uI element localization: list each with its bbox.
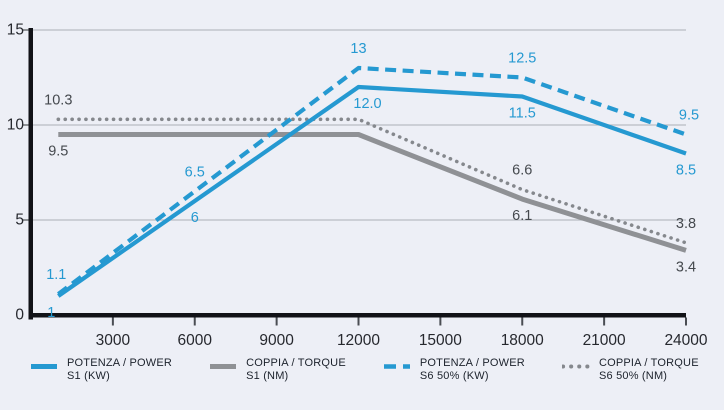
svg-text:6.6: 6.6 xyxy=(512,163,532,179)
svg-text:15: 15 xyxy=(7,22,24,39)
svg-text:8.5: 8.5 xyxy=(676,163,696,179)
legend-label-line2: S6 50% (KW) xyxy=(419,369,489,382)
legend-swatch-dashed-blue-icon xyxy=(383,364,410,369)
legend-label-line2: S6 50% (NM) xyxy=(598,369,668,382)
legend-swatch-dotted-gray-icon xyxy=(561,364,590,369)
legend-label-power-s6: POTENZA / POWER S6 50% (KW) xyxy=(420,357,525,382)
svg-text:9000: 9000 xyxy=(259,332,294,349)
svg-text:10.3: 10.3 xyxy=(44,92,72,108)
svg-text:12000: 12000 xyxy=(337,332,380,349)
svg-text:3.8: 3.8 xyxy=(676,216,696,232)
chart-svg: 0 5 10 15 3000 6000 9000 12000 15000 18000 21000 24… xyxy=(7,22,708,350)
svg-text:3000: 3000 xyxy=(96,332,131,349)
legend-swatch-solid-blue-icon xyxy=(31,364,57,369)
legend-label-line1: POTENZA / POWER xyxy=(67,357,173,369)
svg-text:24000: 24000 xyxy=(664,332,707,349)
legend-label-power-s1: POTENZA / POWER S1 (KW) xyxy=(67,357,172,382)
svg-text:18000: 18000 xyxy=(501,332,544,349)
svg-text:6: 6 xyxy=(191,210,199,226)
legend-label-line1: POTENZA / POWER xyxy=(419,357,525,369)
svg-text:5: 5 xyxy=(15,212,24,229)
svg-text:6000: 6000 xyxy=(178,332,213,349)
legend-label-line1: COPPIA / TORQUE xyxy=(246,357,346,369)
svg-text:9.5: 9.5 xyxy=(48,144,68,160)
legend-label-line2: S1 (KW) xyxy=(67,369,110,382)
legend-item-torque-s1: COPPIA / TORQUE S1 (NM) xyxy=(209,357,346,382)
svg-text:6.1: 6.1 xyxy=(512,208,532,224)
svg-text:10: 10 xyxy=(7,117,25,134)
legend-item-power-s1: POTENZA / POWER S1 (KW) xyxy=(30,357,172,382)
legend-label-line2: S1 (NM) xyxy=(246,369,289,382)
svg-text:11.5: 11.5 xyxy=(509,106,536,122)
svg-text:6.5: 6.5 xyxy=(185,165,205,181)
svg-text:21000: 21000 xyxy=(583,332,626,349)
svg-text:12.5: 12.5 xyxy=(508,51,536,67)
svg-text:0: 0 xyxy=(15,307,24,324)
svg-text:1.1: 1.1 xyxy=(46,267,66,283)
legend-label-torque-s1: COPPIA / TORQUE S1 (NM) xyxy=(246,357,346,382)
legend-item-torque-s6: COPPIA / TORQUE S6 50% (NM) xyxy=(561,357,699,382)
legend-label-line1: COPPIA / TORQUE xyxy=(598,357,699,369)
legend-label-torque-s6: COPPIA / TORQUE S6 50% (NM) xyxy=(599,357,699,382)
svg-text:3.4: 3.4 xyxy=(676,259,696,275)
legend-item-power-s6: POTENZA / POWER S6 50% (KW) xyxy=(383,357,525,382)
svg-text:13: 13 xyxy=(350,41,366,57)
svg-text:1: 1 xyxy=(47,305,55,321)
legend-swatch-solid-gray-icon xyxy=(210,364,237,369)
svg-text:9.5: 9.5 xyxy=(679,108,699,124)
chart-legend: POTENZA / POWER S1 (KW) COPPIA / TORQUE … xyxy=(30,357,699,382)
svg-text:12.0: 12.0 xyxy=(353,96,381,112)
svg-text:15000: 15000 xyxy=(419,332,462,349)
